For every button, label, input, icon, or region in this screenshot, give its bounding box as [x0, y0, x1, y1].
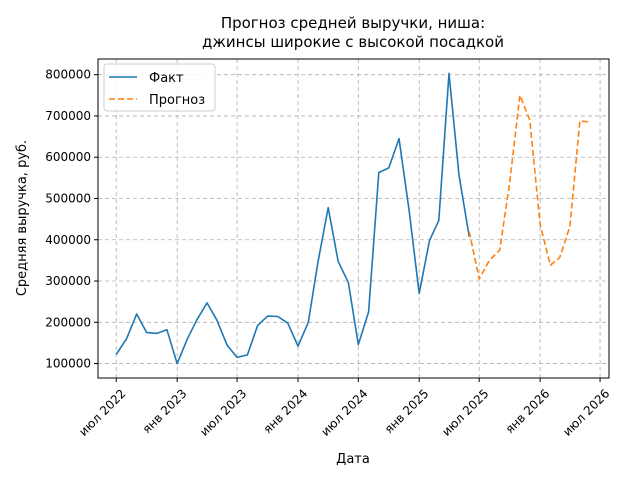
x-tick-label: июл 2023	[197, 386, 249, 438]
x-tick-label: янв 2023	[140, 386, 190, 436]
legend: Факт Прогноз	[103, 63, 216, 112]
x-tick-label: янв 2025	[382, 386, 432, 436]
x-tick-label: янв 2026	[503, 386, 553, 436]
y-tick-label: 200000	[45, 315, 91, 329]
y-tick-label: 300000	[45, 274, 91, 288]
series-lines	[115, 72, 591, 365]
y-tick-label: 600000	[45, 150, 91, 164]
y-tick-label: 100000	[45, 357, 91, 371]
chart-title: Прогноз средней выручки, ниша: джинсы шир…	[202, 14, 504, 51]
x-tick-label: июл 2024	[318, 386, 370, 438]
y-axis-label: Средняя выручка, руб.	[15, 140, 30, 296]
y-tick-label: 700000	[45, 109, 91, 123]
chart-title-line: Прогноз средней выручки, ниша:	[221, 14, 485, 32]
series-line-forecast	[468, 94, 591, 280]
plot-frame	[97, 58, 610, 379]
x-tick-label: янв 2024	[261, 386, 311, 436]
grid-lines	[98, 59, 609, 378]
x-axis-label: Дата	[336, 452, 370, 467]
chart-title-line: джинсы широкие с высокой посадкой	[202, 33, 504, 51]
y-tick-label: 500000	[45, 191, 91, 205]
y-tick-label: 800000	[45, 68, 91, 82]
x-axis: июл 2022 янв 2023 июл 2023 янв 2024 июл 2024…	[76, 378, 612, 439]
y-tick-label: 400000	[45, 233, 91, 247]
y-axis: 100000 200000 300000 400000 500000 600000 7000…	[45, 68, 98, 371]
x-tick-label: июл 2022	[76, 386, 128, 438]
series-line-fact	[115, 72, 470, 365]
legend-label: Факт	[149, 71, 184, 86]
x-tick-label: июл 2025	[439, 386, 491, 438]
legend-label: Прогноз	[149, 93, 205, 108]
x-tick-label: июл 2026	[560, 386, 612, 438]
